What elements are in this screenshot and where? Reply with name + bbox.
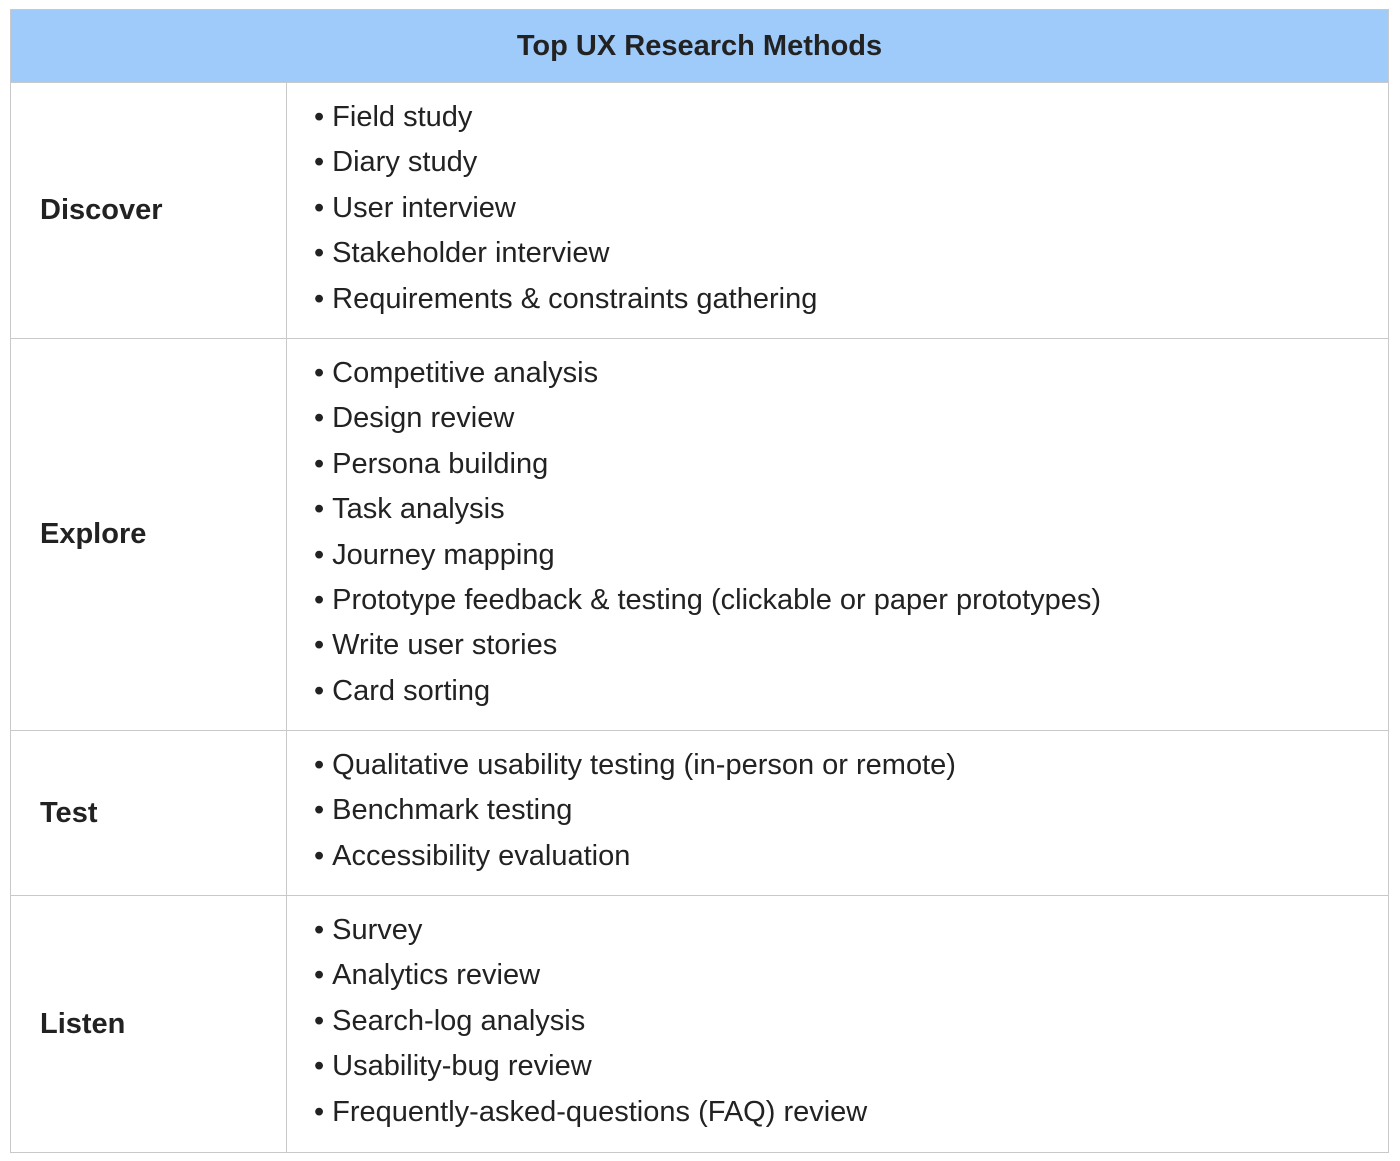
list-item: • Diary study bbox=[314, 140, 1388, 185]
bullet-glyph: • bbox=[314, 447, 325, 480]
bullet-glyph: • bbox=[314, 749, 325, 781]
bullet-glyph: • bbox=[314, 146, 325, 179]
bullet-glyph: • bbox=[314, 357, 325, 389]
bullet-glyph: • bbox=[314, 1004, 325, 1037]
list-item-text: Requirements & constraints gathering bbox=[332, 282, 818, 315]
bullet-glyph: • bbox=[314, 493, 325, 526]
list-item: • Journey mapping bbox=[314, 533, 1388, 578]
list-item: • Search-log analysis bbox=[314, 999, 1388, 1044]
list-item: • Requirements & constraints gathering bbox=[314, 277, 1388, 322]
list-item: • Persona building bbox=[314, 442, 1388, 487]
list-item-text: Field study bbox=[332, 101, 473, 133]
bullet-glyph: • bbox=[314, 101, 325, 133]
list-item-text: Card sorting bbox=[332, 674, 491, 707]
list-item: • Competitive analysis bbox=[314, 351, 1388, 396]
bullet-glyph: • bbox=[314, 1050, 325, 1083]
table-row-test: Test • Qualitative usability testing (in-… bbox=[11, 731, 1388, 896]
list-item-text: User interview bbox=[332, 191, 516, 224]
table-title: Top UX Research Methods bbox=[11, 10, 1388, 83]
list-item: • Write user stories bbox=[314, 623, 1388, 668]
bullet-glyph: • bbox=[314, 583, 325, 616]
list-item-text: Task analysis bbox=[332, 493, 505, 526]
list-item: • Prototype feedback & testing (clickable… bbox=[314, 578, 1388, 623]
list-item: • Card sorting bbox=[314, 669, 1388, 714]
list-item-text: Accessibility evaluation bbox=[332, 839, 631, 872]
bullet-glyph: • bbox=[314, 402, 325, 435]
method-list-test: • Qualitative usability testing (in-perso… bbox=[287, 731, 1388, 895]
bullet-glyph: • bbox=[314, 282, 325, 315]
list-item-text: Journey mapping bbox=[332, 538, 555, 571]
list-item: • Usability-bug review bbox=[314, 1044, 1388, 1089]
list-item: • Frequently-asked-questions (FAQ) review bbox=[314, 1090, 1388, 1135]
list-item-text: Benchmark testing bbox=[332, 794, 573, 827]
table-row-listen: Listen • Survey • Analytics review • Search… bbox=[11, 896, 1388, 1152]
list-item-text: Diary study bbox=[332, 146, 478, 179]
list-item-text: Survey bbox=[332, 914, 423, 946]
bullet-glyph: • bbox=[314, 1095, 325, 1128]
list-item: • Survey bbox=[314, 908, 1388, 953]
method-list-discover: • Field study • Diary study • User intervie… bbox=[287, 83, 1388, 338]
row-label-discover: Discover bbox=[11, 83, 287, 338]
methods-table: Top UX Research Methods Discover • Field … bbox=[10, 9, 1389, 1153]
bullet-glyph: • bbox=[314, 839, 325, 872]
list-item: • Design review bbox=[314, 396, 1388, 441]
list-item: • Analytics review bbox=[314, 953, 1388, 998]
list-item-text: Competitive analysis bbox=[332, 357, 599, 389]
bullet-glyph: • bbox=[314, 674, 325, 707]
method-list-listen: • Survey • Analytics review • Search-log an… bbox=[287, 896, 1388, 1152]
list-item-text: Design review bbox=[332, 402, 515, 435]
table-row-discover: Discover • Field study • Diary study • User… bbox=[11, 83, 1388, 339]
list-item: • User interview bbox=[314, 186, 1388, 231]
list-item: • Stakeholder interview bbox=[314, 231, 1388, 276]
list-item: • Accessibility evaluation bbox=[314, 834, 1388, 879]
row-label-listen: Listen bbox=[11, 896, 287, 1152]
list-item-text: Stakeholder interview bbox=[332, 237, 610, 270]
bullet-glyph: • bbox=[314, 237, 325, 270]
list-item-text: Search-log analysis bbox=[332, 1004, 586, 1037]
list-item-text: Frequently-asked-questions (FAQ) review bbox=[332, 1095, 868, 1128]
list-item-text: Persona building bbox=[332, 447, 549, 480]
row-label-explore: Explore bbox=[11, 339, 287, 730]
list-item-text: Write user stories bbox=[332, 629, 558, 662]
table-row-explore: Explore • Competitive analysis • Design re… bbox=[11, 339, 1388, 731]
list-item-text: Prototype feedback & testing (clickable … bbox=[332, 583, 1102, 616]
bullet-glyph: • bbox=[314, 794, 325, 827]
bullet-glyph: • bbox=[314, 959, 325, 992]
list-item-text: Analytics review bbox=[332, 959, 541, 992]
bullet-glyph: • bbox=[314, 538, 325, 571]
list-item: • Task analysis bbox=[314, 487, 1388, 532]
row-label-test: Test bbox=[11, 731, 287, 895]
bullet-glyph: • bbox=[314, 629, 325, 662]
bullet-glyph: • bbox=[314, 914, 325, 946]
list-item: • Qualitative usability testing (in-perso… bbox=[314, 743, 1388, 788]
bullet-glyph: • bbox=[314, 191, 325, 224]
list-item: • Field study bbox=[314, 95, 1388, 140]
list-item: • Benchmark testing bbox=[314, 788, 1388, 833]
list-item-text: Usability-bug review bbox=[332, 1050, 592, 1083]
method-list-explore: • Competitive analysis • Design review • Pe… bbox=[287, 339, 1388, 730]
list-item-text: Qualitative usability testing (in-person… bbox=[332, 749, 956, 781]
